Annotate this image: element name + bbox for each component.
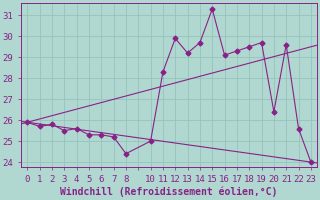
X-axis label: Windchill (Refroidissement éolien,°C): Windchill (Refroidissement éolien,°C): [60, 187, 278, 197]
